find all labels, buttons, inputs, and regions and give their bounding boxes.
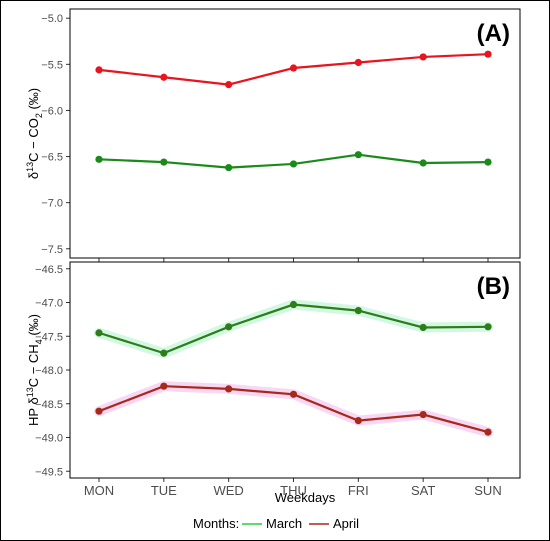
legend: Months: March April	[193, 516, 359, 531]
data-point-b-0-6	[484, 323, 492, 331]
panel-b: −46.5 −47.0 −47.5 −48.0 −48.5 −49.0 −49.5 MON TU…	[25, 261, 521, 498]
panel-label-b: (B)	[477, 273, 510, 300]
y-axis-title-b: HP δ13C − CH4 (‰)	[25, 314, 44, 426]
x-tick-label-5: SAT	[411, 483, 435, 498]
x-tick-label-3: THU	[280, 483, 307, 498]
panel-label-a: (A)	[477, 20, 510, 47]
legend-label-march: March	[266, 516, 302, 531]
y-tick-label-a-1: −5.5	[41, 59, 63, 71]
panel-frame-b	[69, 261, 521, 479]
data-point-b-0-0	[95, 329, 103, 337]
panel-a: −5.0 −5.5 −6.0 −6.5 −7.0 −7.5 (A) δ13C − CO2 (‰…	[25, 8, 521, 262]
y-tick-label-a-4: −7.0	[41, 198, 63, 210]
data-point-b-1-1	[160, 382, 168, 390]
x-tick-label-6: SUN	[474, 483, 501, 498]
y-tick-label-b-3: −48.0	[35, 365, 63, 377]
data-point-b-0-3	[289, 300, 298, 309]
y-tick-label-a-2: −6.0	[41, 105, 63, 117]
data-point-a-1-0	[95, 66, 103, 74]
data-point-a-1-2	[225, 81, 233, 89]
y-tick-label-b-2: −47.5	[35, 331, 63, 343]
data-point-a-1-6	[484, 50, 492, 58]
legend-title: Months:	[193, 516, 239, 531]
x-axis-title: Weekdays	[275, 490, 336, 505]
data-point-b-1-3	[289, 390, 298, 398]
data-point-a-0-5	[419, 159, 427, 167]
data-point-b-1-0	[95, 407, 103, 415]
data-point-b-1-2	[225, 385, 233, 393]
x-tick-label-4: FRI	[348, 483, 369, 498]
data-point-b-0-5	[419, 323, 427, 332]
y-axis-title-a: δ13C − CO2 (‰)	[25, 88, 44, 179]
x-tick-label-1: TUE	[151, 483, 177, 498]
y-tick-label-b-1: −47.0	[35, 298, 63, 310]
x-tick-label-2: WED	[213, 483, 243, 498]
legend-label-april: April	[333, 516, 359, 531]
data-point-a-0-0	[95, 155, 103, 163]
data-point-a-1-3	[289, 64, 298, 72]
x-tick-label-0: MON	[84, 483, 114, 498]
y-tick-label-b-6: −49.5	[35, 466, 63, 478]
data-point-b-1-6	[484, 428, 492, 436]
data-point-b-0-2	[225, 323, 233, 331]
y-tick-label-a-0: −5.0	[41, 13, 63, 25]
data-point-a-0-4	[354, 151, 362, 159]
data-point-a-0-3	[289, 160, 298, 168]
data-point-a-1-4	[354, 58, 362, 67]
y-tick-label-b-4: −48.5	[35, 399, 63, 411]
y-tick-label-b-0: −46.5	[35, 264, 63, 276]
data-point-a-0-6	[484, 158, 492, 166]
data-point-b-1-4	[354, 417, 362, 425]
panel-frame-a	[69, 8, 521, 259]
y-tick-label-b-5: −49.0	[35, 433, 63, 445]
y-tick-label-a-5: −7.5	[41, 244, 63, 256]
data-point-a-0-1	[160, 158, 168, 166]
y-tick-label-a-3: −6.5	[41, 152, 63, 164]
data-point-a-1-1	[160, 73, 168, 81]
data-point-b-0-4	[354, 307, 362, 315]
data-point-a-1-5	[419, 53, 427, 61]
data-point-a-0-2	[225, 164, 233, 172]
data-point-b-0-1	[160, 349, 168, 357]
data-point-b-1-5	[419, 410, 427, 419]
